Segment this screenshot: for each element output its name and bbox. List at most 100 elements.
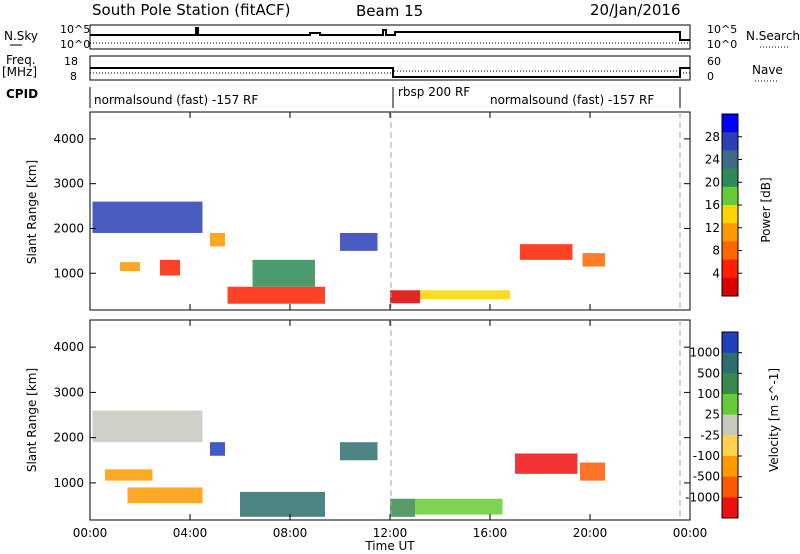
colorbar-swatch xyxy=(722,332,738,354)
colorbar-swatch xyxy=(722,132,738,151)
colorbar-swatch xyxy=(722,352,738,374)
echo-patch xyxy=(210,232,225,247)
power-colorbar-label: Power [dB] xyxy=(759,177,773,242)
nsky-tick-hi: 10^5 xyxy=(60,23,90,36)
cpid-segment-2: rbsp 200 RF xyxy=(398,85,470,99)
echo-patch xyxy=(210,442,225,456)
velocity-echo-patches xyxy=(92,410,605,517)
colorbar-tick-label: 25 xyxy=(705,408,720,422)
colorbar-swatch xyxy=(722,168,738,188)
station-title: South Pole Station (fitACF) xyxy=(92,1,290,19)
cpid-segment-3: normalsound (fast) -157 RF xyxy=(490,93,654,107)
y-tick-label: 4000 xyxy=(53,340,84,354)
colorbar-tick-label: -500 xyxy=(693,470,720,484)
time-axis-label: Time UT xyxy=(364,539,415,553)
velocity-y-ticks: 1000 2000 3000 4000 xyxy=(53,340,690,490)
nave-label: Nave xyxy=(752,63,783,77)
echo-patch xyxy=(240,491,325,517)
nave-trace xyxy=(90,70,690,74)
echo-patch xyxy=(160,259,180,276)
y-tick-label: 3000 xyxy=(53,385,84,399)
date-label: 20/Jan/2016 xyxy=(590,1,681,19)
colorbar-swatch xyxy=(722,150,738,170)
freq-tick-lo: 8 xyxy=(70,70,77,83)
time-axis-ticks: 00:00 04:00 08:00 12:00 16:00 20:00 00:00 xyxy=(73,112,708,540)
colorbar-frame xyxy=(721,331,739,519)
y-tick-label: 4000 xyxy=(53,132,84,146)
velocity-colorbar: 1000 500 100 25 -25 -100 -500 -1000 xyxy=(685,331,742,519)
colorbar-swatch xyxy=(722,394,738,416)
colorbar-swatch xyxy=(722,476,738,498)
echo-patch xyxy=(390,290,420,304)
colorbar-tick-label: 20 xyxy=(705,175,720,189)
y-tick-label: 2000 xyxy=(53,221,84,235)
power-echo-patches xyxy=(92,201,605,304)
echo-patch xyxy=(420,290,510,300)
x-tick-label: 00:00 xyxy=(673,526,708,540)
colorbar-tick-label: 8 xyxy=(712,244,720,258)
echo-patch xyxy=(582,253,605,267)
x-tick-label: 12:00 xyxy=(373,526,408,540)
cpid-segment-1: normalsound (fast) -157 RF xyxy=(94,93,258,107)
colorbar-tick-label: 500 xyxy=(697,366,720,380)
echo-patch xyxy=(92,201,203,233)
y-tick-label: 3000 xyxy=(53,177,84,191)
colorbar-swatch xyxy=(722,435,738,457)
colorbar-tick-label: 4 xyxy=(712,266,720,280)
colorbar-swatch xyxy=(722,186,738,206)
freq-label: Freq. xyxy=(6,53,36,67)
nsky-tick-lo: 10^0 xyxy=(60,38,90,51)
nsearch-tick-hi: 10^5 xyxy=(707,23,737,36)
colorbar-tick-label: 1000 xyxy=(689,346,720,360)
echo-patch xyxy=(252,259,315,287)
colorbar-swatch xyxy=(722,456,738,478)
echo-patch xyxy=(127,487,203,504)
echo-patch xyxy=(227,286,325,304)
colorbar-tick-label: -100 xyxy=(693,449,720,463)
nave-tick-hi: 60 xyxy=(707,55,721,68)
colorbar-tick-label: -1000 xyxy=(685,490,720,504)
freq-trace xyxy=(90,67,690,78)
velocity-colorbar-label: Velocity [m s^-1] xyxy=(767,368,781,472)
power-colorbar: 28 24 20 16 12 8 4 xyxy=(705,113,742,297)
y-tick-label: 2000 xyxy=(53,431,84,445)
colorbar-swatch xyxy=(722,373,738,395)
freq-unit: [MHz] xyxy=(2,65,37,79)
x-tick-label: 08:00 xyxy=(273,526,308,540)
colorbar-swatch xyxy=(722,241,738,261)
echo-patch xyxy=(580,462,605,481)
power-y-ticks: 1000 2000 3000 4000 xyxy=(53,132,690,280)
colorbar-swatch xyxy=(722,205,738,224)
colorbar-swatch xyxy=(722,414,738,436)
x-tick-label: 16:00 xyxy=(473,526,508,540)
nsearch-tick-lo: 10^0 xyxy=(707,38,737,51)
echo-patch xyxy=(105,469,153,481)
y-tick-label: 1000 xyxy=(53,266,84,280)
beam-label: Beam 15 xyxy=(356,2,423,20)
nave-tick-lo: 0 xyxy=(707,70,714,83)
freq-tick-hi: 18 xyxy=(64,55,78,68)
colorbar-swatch xyxy=(722,497,738,519)
velocity-ylabel: Slant Range [km] xyxy=(25,368,39,472)
y-tick-label: 1000 xyxy=(53,476,84,490)
echo-patch xyxy=(415,498,503,515)
nsky-label: N.Sky xyxy=(4,29,38,43)
nsky-panel-frame xyxy=(89,24,691,50)
echo-patch xyxy=(340,232,378,251)
colorbar-tick-label: 16 xyxy=(705,198,720,212)
x-tick-label: 00:00 xyxy=(73,526,108,540)
echo-patch xyxy=(120,262,140,272)
colorbar-tick-label: 24 xyxy=(705,153,720,167)
colorbar-tick-label: 28 xyxy=(705,130,720,144)
colorbar-swatch xyxy=(722,114,738,133)
colorbar-tick-label: -25 xyxy=(700,428,720,442)
colorbar-tick-label: 12 xyxy=(705,221,720,235)
colorbar-swatch xyxy=(722,259,738,279)
echo-patch xyxy=(92,410,203,443)
nsearch-label: N.Search xyxy=(746,29,800,43)
nsky-trace xyxy=(90,27,690,41)
colorbar-swatch xyxy=(722,277,738,297)
x-tick-label: 04:00 xyxy=(173,526,208,540)
colorbar-swatch xyxy=(722,223,738,242)
